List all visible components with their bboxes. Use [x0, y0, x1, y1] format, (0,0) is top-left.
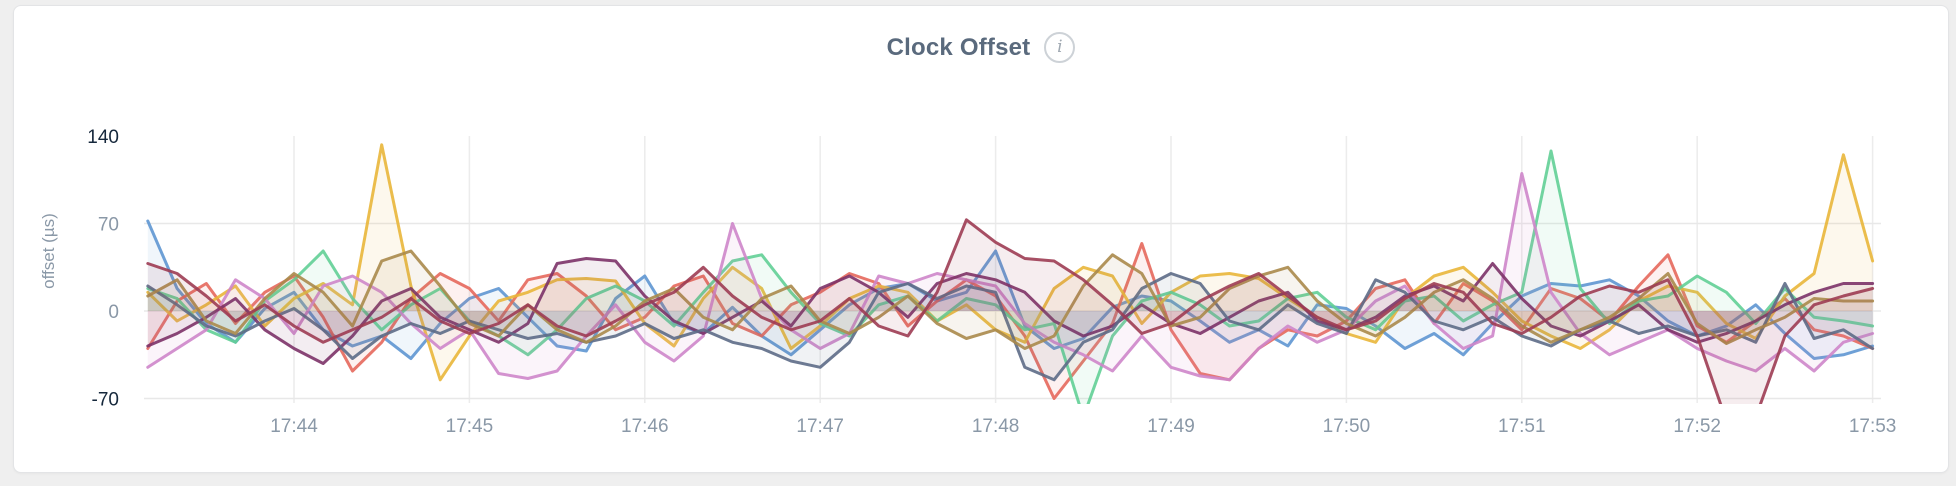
- series-orchid: [146, 172, 1875, 382]
- x-tick-label: 17:47: [796, 416, 844, 437]
- x-tick-label: 17:50: [1323, 416, 1371, 437]
- chart-card: Clock Offset i 140 70 0 -70 17:44 17:45 17:46 1…: [13, 5, 1949, 473]
- series-maroon: [146, 218, 1875, 404]
- x-tick-label: 17:53: [1849, 416, 1897, 437]
- series-mint-area: [147, 151, 1873, 404]
- chart-svg[interactable]: 140 70 0 -70 17:44 17:45 17:46 17:47 17:48 17:49 1…: [14, 6, 1948, 472]
- y-tick-label: -70: [92, 390, 119, 411]
- series-plot: [146, 143, 1875, 404]
- x-tick-label: 17:48: [972, 416, 1020, 437]
- x-tick-label: 17:45: [446, 416, 494, 437]
- x-tick-label: 17:51: [1498, 416, 1546, 437]
- x-tick-label: 17:49: [1147, 416, 1195, 437]
- series-maroon-line: [146, 218, 1875, 404]
- series-maroon-area: [147, 219, 1873, 404]
- series-tan: [146, 249, 1875, 350]
- y-tick-label: 0: [108, 302, 119, 323]
- series-gold-line: [146, 143, 1875, 382]
- y-tick-label: 140: [87, 127, 119, 148]
- series-orchid-line: [146, 172, 1875, 382]
- x-tick-label: 17:52: [1673, 416, 1721, 437]
- info-icon[interactable]: i: [1044, 32, 1076, 63]
- x-tick-label: 17:44: [270, 416, 318, 437]
- y-tick-label: 70: [98, 215, 119, 236]
- y-axis-title: offset (µs): [39, 213, 58, 289]
- series-plum-area: [147, 258, 1873, 364]
- series-plum: [146, 257, 1875, 365]
- series-blue-line: [146, 219, 1875, 360]
- x-tick-label: 17:46: [621, 416, 669, 437]
- axis-labels: 140 70 0 -70 17:44 17:45 17:46 17:47 17:48 17:49 1…: [39, 127, 1896, 437]
- series-plum-line: [146, 257, 1875, 365]
- chart-header: Clock Offset i: [14, 32, 1948, 63]
- series-tan-area: [147, 251, 1873, 349]
- chart-title: Clock Offset: [886, 33, 1031, 61]
- series-tan-line: [146, 249, 1875, 350]
